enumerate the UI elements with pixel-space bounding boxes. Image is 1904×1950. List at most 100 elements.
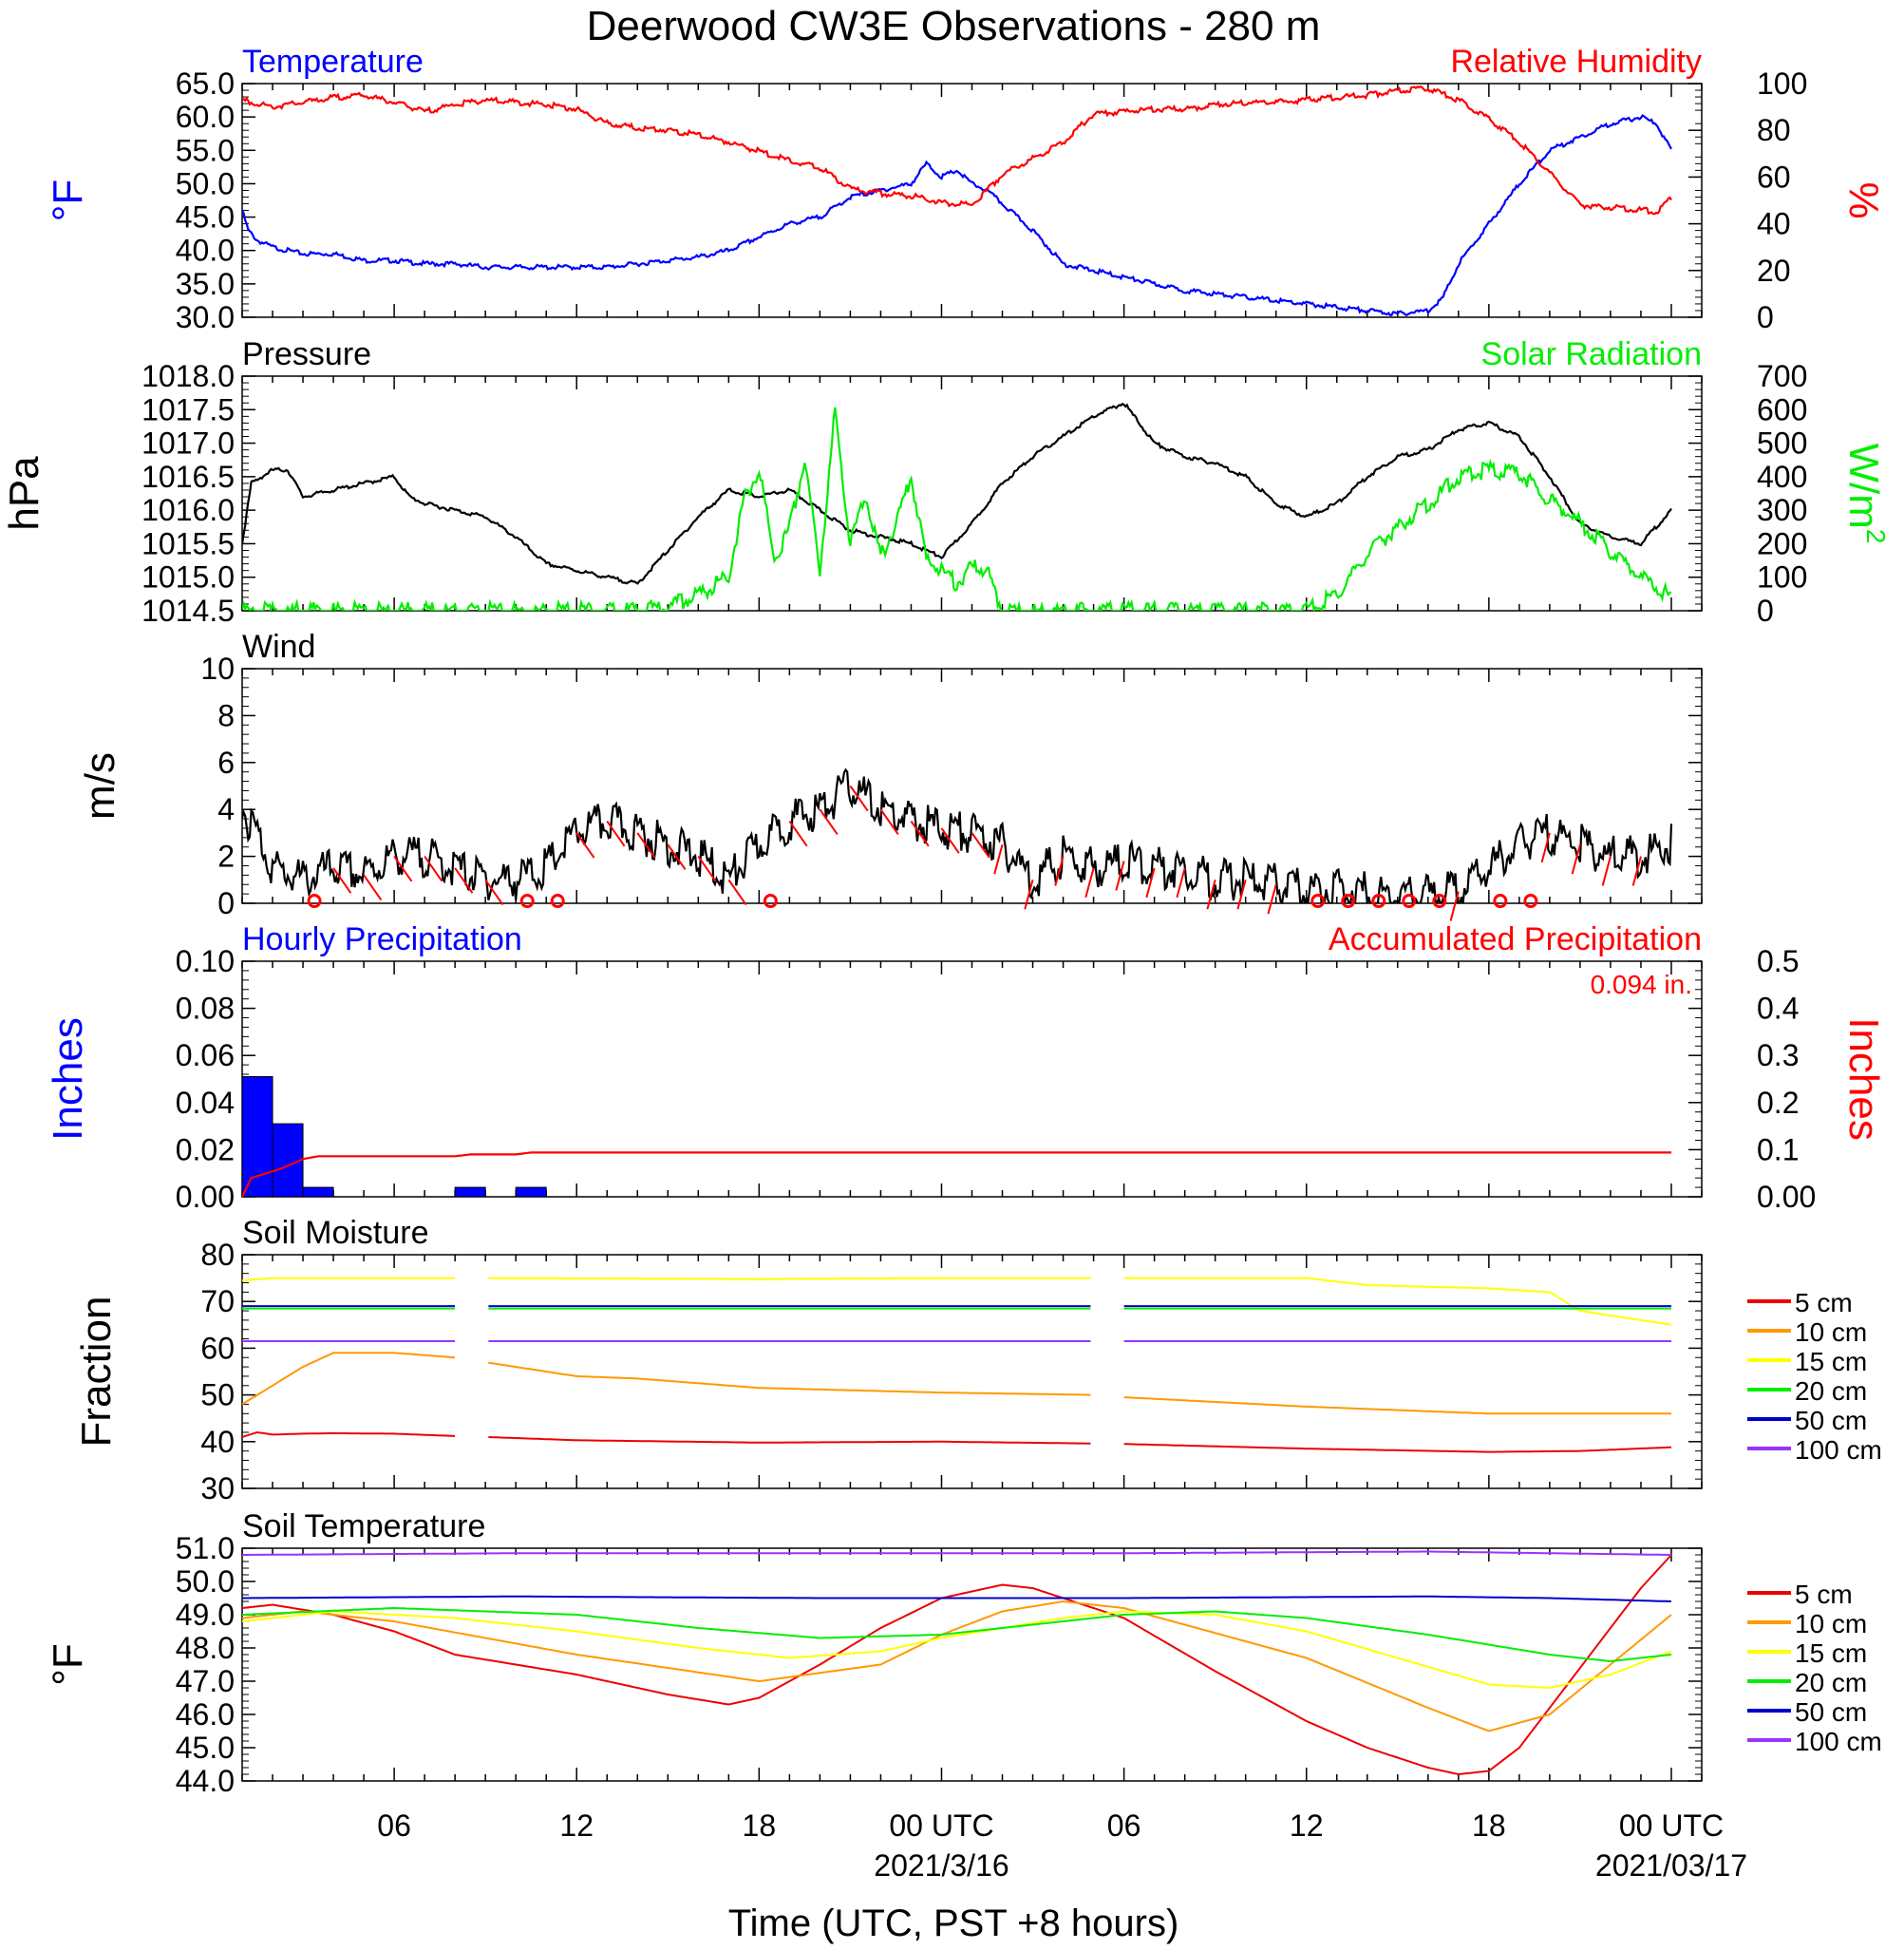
legend-label: 100 cm xyxy=(1795,1727,1882,1756)
y-tick-label-left: 1016.0 xyxy=(141,493,235,527)
series-line-10-cm xyxy=(242,1352,456,1406)
y-axis-label-left: hPa xyxy=(1,456,47,531)
wind-barb xyxy=(1176,867,1186,899)
series-line-5-cm xyxy=(1123,1443,1672,1453)
calm-wind-marker xyxy=(519,894,535,909)
wind-barb xyxy=(1115,861,1125,891)
precip-bar xyxy=(302,1186,334,1198)
wind-barb xyxy=(697,856,717,882)
y-tick-label-left: 70 xyxy=(200,1284,235,1318)
y-tick-label-left: 51.0 xyxy=(176,1531,235,1565)
wind-barb xyxy=(454,867,474,894)
y-tick-label-right: 0 xyxy=(1757,300,1774,334)
wind-barb xyxy=(788,820,808,847)
legend-label: 15 cm xyxy=(1795,1638,1867,1668)
series-line-15-cm xyxy=(242,1610,1672,1690)
y-tick-label-left: 2 xyxy=(217,840,235,874)
wind-barb xyxy=(667,843,687,871)
wind-barb xyxy=(393,856,413,882)
x-tick-label: 06 xyxy=(1107,1808,1141,1843)
y-tick-label-right: 0.00 xyxy=(1757,1180,1816,1214)
y-tick-label-right: 0 xyxy=(1757,594,1774,628)
y-tick-label-right: 40 xyxy=(1757,207,1791,241)
panel-right-title: Accumulated Precipitation xyxy=(1329,921,1702,957)
y-tick-label-left: 60 xyxy=(200,1331,235,1365)
y-tick-label-left: 1017.0 xyxy=(141,426,235,461)
wind-barb xyxy=(606,820,626,847)
series-line-10-cm xyxy=(242,1600,1672,1732)
calm-wind-marker xyxy=(1341,894,1356,909)
legend-label: 10 cm xyxy=(1795,1317,1867,1347)
y-tick-label-left: 30.0 xyxy=(176,300,235,334)
panel-6: 51.050.049.048.047.046.045.044.0 Soil Tem… xyxy=(45,1508,1882,1798)
precip-bar xyxy=(454,1186,486,1198)
series-line-10-cm xyxy=(1123,1396,1671,1415)
wind-barb xyxy=(424,856,443,882)
panel-left-title: Wind xyxy=(242,629,315,665)
y-tick-label-right: 0.1 xyxy=(1757,1132,1799,1166)
y-tick-label-left: 0.08 xyxy=(176,992,235,1026)
legend-label: 50 cm xyxy=(1795,1406,1867,1435)
y-tick-label-left: 50.0 xyxy=(176,1564,235,1599)
y-tick-label-left: 46.0 xyxy=(176,1697,235,1732)
series-line-5-cm xyxy=(242,1554,1672,1776)
y-tick-label-left: 1015.5 xyxy=(141,526,235,560)
calm-wind-marker xyxy=(307,894,322,909)
x-tick-label: 00 UTC xyxy=(889,1808,993,1843)
legend-label: 5 cm xyxy=(1795,1288,1853,1317)
y-tick-label-left: 50 xyxy=(200,1378,235,1412)
y-tick-label-right: 0.5 xyxy=(1757,944,1799,978)
legend-label: 5 cm xyxy=(1795,1580,1853,1609)
y-tick-label-left: 0.10 xyxy=(176,944,235,978)
y-tick-label-right: 0.2 xyxy=(1757,1086,1799,1120)
x-tick-label: 00 UTC xyxy=(1619,1808,1724,1843)
y-tick-label-left: 65.0 xyxy=(176,66,235,101)
series-line-10-cm xyxy=(488,1361,1091,1396)
wind-barb xyxy=(636,832,656,859)
wind-barb xyxy=(1631,856,1642,886)
legend-label: 10 cm xyxy=(1795,1609,1867,1638)
calm-wind-marker xyxy=(1310,894,1326,909)
y-tick-label-left: 44.0 xyxy=(176,1764,235,1798)
calm-wind-marker xyxy=(763,894,778,909)
wind-barb xyxy=(879,808,899,835)
series-line-5-cm xyxy=(488,1436,1091,1445)
wind-barb xyxy=(993,843,1004,875)
y-tick-label-left: 40 xyxy=(200,1425,235,1459)
y-tick-label-right: 600 xyxy=(1757,392,1807,426)
y-tick-label-left: 6 xyxy=(217,746,235,780)
panel-4: 0.10 0.08 0.06 0.04 0.02 0.00 0.5 0.4 0.3 0.2 0.1 0… xyxy=(45,921,1887,1214)
legend-label: 20 cm xyxy=(1795,1376,1867,1406)
y-tick-label-left: 60.0 xyxy=(176,100,235,134)
series-line-50-cm xyxy=(242,1595,1672,1602)
wind-barb xyxy=(1571,843,1581,875)
y-tick-label-left: 1014.5 xyxy=(141,594,235,628)
y-tick-label-left: 1015.0 xyxy=(141,560,235,595)
y-tick-label-left: 45.0 xyxy=(176,200,235,235)
wind-barb xyxy=(1267,883,1277,915)
series-line-pressure xyxy=(242,402,1672,585)
wind-barb xyxy=(1054,856,1065,886)
precip-bar xyxy=(241,1076,273,1198)
panel-left-title: Pressure xyxy=(242,336,371,372)
y-tick-label-right: 700 xyxy=(1757,359,1807,393)
y-tick-label-right: 100 xyxy=(1757,66,1807,101)
y-tick-label-right: 80 xyxy=(1757,113,1791,147)
x-tick-label: 18 xyxy=(1472,1808,1506,1843)
y-tick-label-left: 1018.0 xyxy=(141,359,235,393)
panel-right-title: Relative Humidity xyxy=(1450,44,1702,80)
wind-barb xyxy=(1236,880,1247,910)
y-axis-label-right: W/m2 xyxy=(1840,444,1891,544)
x-axis: 06 12 18 00 UTC 2021/3/16 06 12 18 00 UTC 2021/03… xyxy=(377,1808,1747,1883)
y-tick-label-left: 0.02 xyxy=(176,1132,235,1166)
y-tick-label-right: 500 xyxy=(1757,426,1807,461)
y-tick-label-right: 60 xyxy=(1757,160,1791,194)
y-tick-label-right: 0.3 xyxy=(1757,1038,1799,1072)
y-tick-label-left: 49.0 xyxy=(176,1598,235,1632)
wind-barb xyxy=(1601,856,1612,886)
legend-label: 100 cm xyxy=(1795,1435,1882,1465)
series-line-15-cm xyxy=(242,1277,456,1282)
y-axis-label-right-superscript: 2 xyxy=(1861,529,1891,544)
y-tick-label-left: 55.0 xyxy=(176,133,235,167)
y-tick-label-left: 4 xyxy=(217,792,235,826)
